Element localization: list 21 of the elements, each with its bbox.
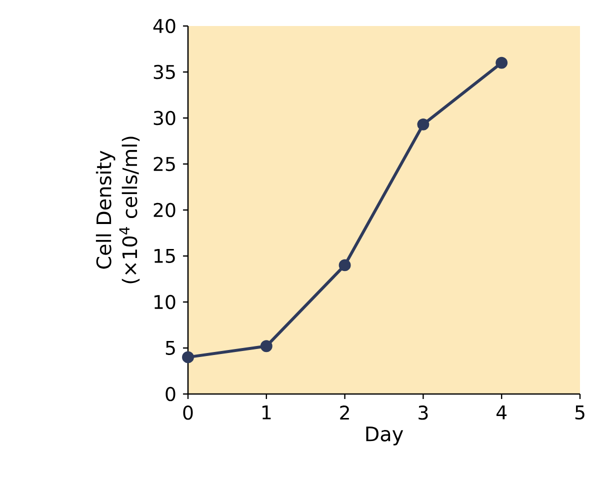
point	[182, 351, 194, 364]
y-tick-label: 0	[166, 386, 176, 402]
y-tick-label: 25	[154, 156, 175, 172]
x-tick-label: 3	[418, 405, 428, 420]
x-tick-label: 4	[496, 405, 507, 420]
y-tick-label: 15	[154, 248, 175, 264]
y-tick-label: 35	[154, 64, 175, 80]
y-tick-label: 10	[154, 294, 176, 310]
x-axis-title: Day	[366, 426, 404, 446]
y-tick-label: 40	[153, 18, 176, 34]
y-tick-label: 30	[154, 110, 176, 126]
point	[417, 118, 430, 130]
point	[496, 56, 508, 69]
point	[338, 259, 351, 272]
x-tick-label: 2	[340, 405, 349, 420]
x-tick-label: 1	[262, 405, 271, 420]
y-tick-label: 5	[166, 340, 175, 356]
point	[260, 340, 272, 352]
x-tick-label: 5	[575, 405, 584, 420]
x-tick-label: 0	[183, 405, 193, 420]
y-tick-label: 20	[154, 202, 176, 218]
